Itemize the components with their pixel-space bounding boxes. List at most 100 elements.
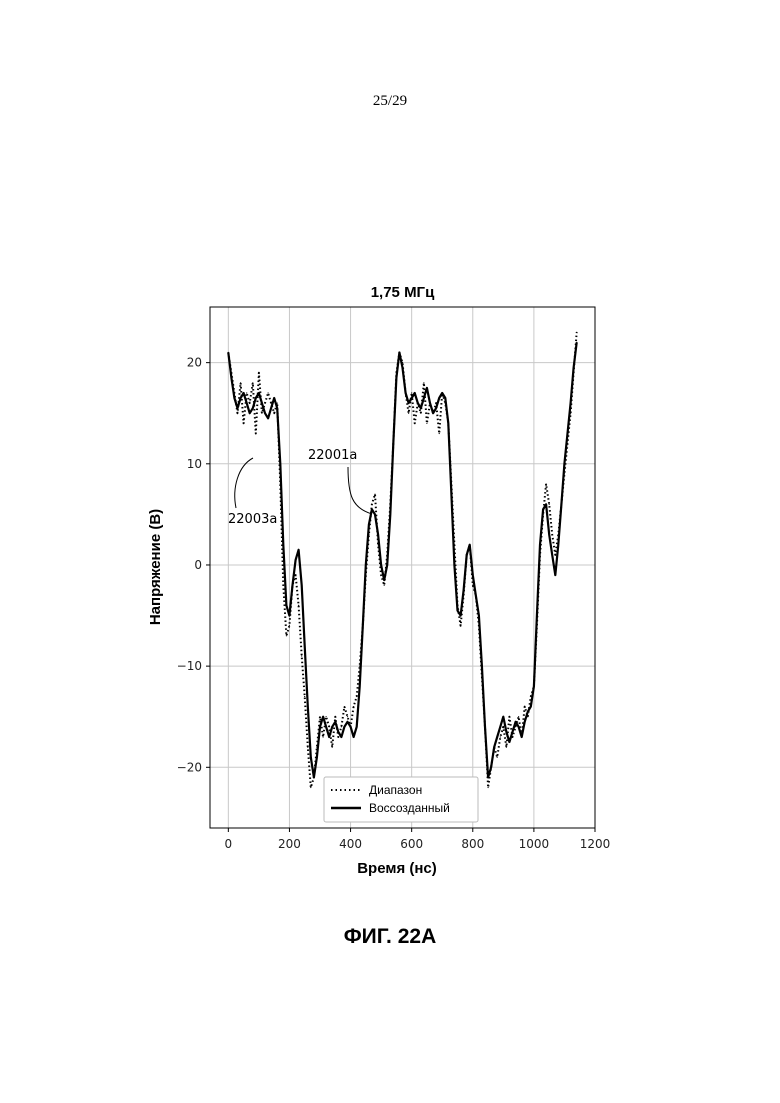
reconstructed-point bbox=[475, 595, 476, 596]
reconstructed-point bbox=[576, 342, 577, 343]
x-tick-label: 0 bbox=[225, 837, 233, 851]
reconstructed-point bbox=[341, 736, 342, 737]
annotation-22003a: 22003a bbox=[228, 512, 277, 527]
range-point bbox=[371, 504, 372, 505]
reconstructed-point bbox=[481, 666, 482, 667]
annotation-22001a: 22001a bbox=[308, 448, 357, 463]
reconstructed-point bbox=[283, 544, 284, 545]
range-point bbox=[420, 413, 421, 414]
reconstructed-point bbox=[500, 726, 501, 727]
range-point bbox=[338, 736, 339, 737]
reconstructed-point bbox=[326, 726, 327, 727]
reconstructed-point bbox=[378, 534, 379, 535]
reconstructed-point bbox=[264, 413, 265, 414]
range-point bbox=[261, 413, 262, 414]
reconstructed-point bbox=[243, 392, 244, 393]
range-point bbox=[426, 423, 427, 424]
reconstructed-point bbox=[356, 726, 357, 727]
range-point bbox=[488, 787, 489, 788]
reconstructed-point bbox=[286, 605, 287, 606]
reconstructed-point bbox=[319, 726, 320, 727]
reconstructed-point bbox=[252, 408, 253, 409]
reconstructed-point bbox=[488, 777, 489, 778]
range-point bbox=[301, 655, 302, 656]
reconstructed-point bbox=[524, 721, 525, 722]
reconstructed-point bbox=[445, 397, 446, 398]
range-point bbox=[356, 696, 357, 697]
range-point bbox=[298, 605, 299, 606]
reconstructed-point bbox=[371, 509, 372, 510]
reconstructed-point bbox=[549, 534, 550, 535]
range-point bbox=[524, 706, 525, 707]
range-point bbox=[549, 504, 550, 505]
range-point bbox=[255, 433, 256, 434]
reconstructed-point bbox=[509, 741, 510, 742]
reconstructed-point bbox=[249, 413, 250, 414]
range-point bbox=[274, 413, 275, 414]
reconstructed-point bbox=[289, 615, 290, 616]
legend-label-range: Диапазон bbox=[369, 783, 422, 797]
reconstructed-point bbox=[268, 418, 269, 419]
reconstructed-point bbox=[374, 514, 375, 515]
y-tick-label: −20 bbox=[177, 760, 202, 774]
reconstructed-point bbox=[539, 544, 540, 545]
legend-label-reconstructed: Воссозданный bbox=[369, 801, 450, 815]
figure-caption: ФИГ. 22A bbox=[0, 925, 780, 949]
range-point bbox=[295, 575, 296, 576]
series-line-reconstructed bbox=[228, 342, 576, 777]
reconstructed-point bbox=[570, 403, 571, 404]
reconstructed-point bbox=[423, 397, 424, 398]
reconstructed-point bbox=[518, 726, 519, 727]
range-point bbox=[414, 423, 415, 424]
reconstructed-point bbox=[417, 403, 418, 404]
reconstructed-point bbox=[552, 554, 553, 555]
range-point bbox=[344, 706, 345, 707]
range-point bbox=[310, 787, 311, 788]
reconstructed-point bbox=[234, 397, 235, 398]
reconstructed-point bbox=[246, 403, 247, 404]
reconstructed-point bbox=[512, 731, 513, 732]
range-point bbox=[497, 757, 498, 758]
reconstructed-point bbox=[313, 777, 314, 778]
x-tick-label: 200 bbox=[278, 837, 301, 851]
annotation-22001a-leader bbox=[348, 467, 372, 514]
range-point bbox=[283, 585, 284, 586]
reconstructed-point bbox=[298, 549, 299, 550]
reconstructed-point bbox=[261, 403, 262, 404]
reconstructed-point bbox=[271, 408, 272, 409]
reconstructed-point bbox=[494, 747, 495, 748]
reconstructed-point bbox=[466, 554, 467, 555]
reconstructed-point bbox=[399, 352, 400, 353]
reconstructed-point bbox=[433, 413, 434, 414]
reconstructed-point bbox=[491, 767, 492, 768]
reconstructed-point bbox=[484, 726, 485, 727]
range-point bbox=[264, 403, 265, 404]
reconstructed-point bbox=[414, 392, 415, 393]
grid bbox=[210, 307, 595, 828]
reconstructed-point bbox=[567, 433, 568, 434]
reconstructed-point bbox=[451, 494, 452, 495]
reconstructed-point bbox=[393, 443, 394, 444]
range-point bbox=[319, 716, 320, 717]
x-tick-label: 400 bbox=[339, 837, 362, 851]
reconstructed-point bbox=[350, 726, 351, 727]
reconstructed-point bbox=[295, 559, 296, 560]
reconstructed-point bbox=[365, 564, 366, 565]
range-point bbox=[335, 716, 336, 717]
reconstructed-point bbox=[301, 585, 302, 586]
reconstructed-point bbox=[304, 645, 305, 646]
range-point bbox=[353, 706, 354, 707]
reconstructed-point bbox=[228, 352, 229, 353]
reconstructed-point bbox=[359, 686, 360, 687]
range-point bbox=[307, 747, 308, 748]
reconstructed-point bbox=[543, 509, 544, 510]
reconstructed-point bbox=[426, 387, 427, 388]
reconstructed-point bbox=[564, 463, 565, 464]
reconstructed-point bbox=[561, 504, 562, 505]
reconstructed-point bbox=[338, 731, 339, 732]
range-point bbox=[246, 392, 247, 393]
reconstructed-point bbox=[368, 524, 369, 525]
reconstructed-point bbox=[344, 726, 345, 727]
reconstructed-point bbox=[335, 721, 336, 722]
reconstructed-point bbox=[405, 392, 406, 393]
